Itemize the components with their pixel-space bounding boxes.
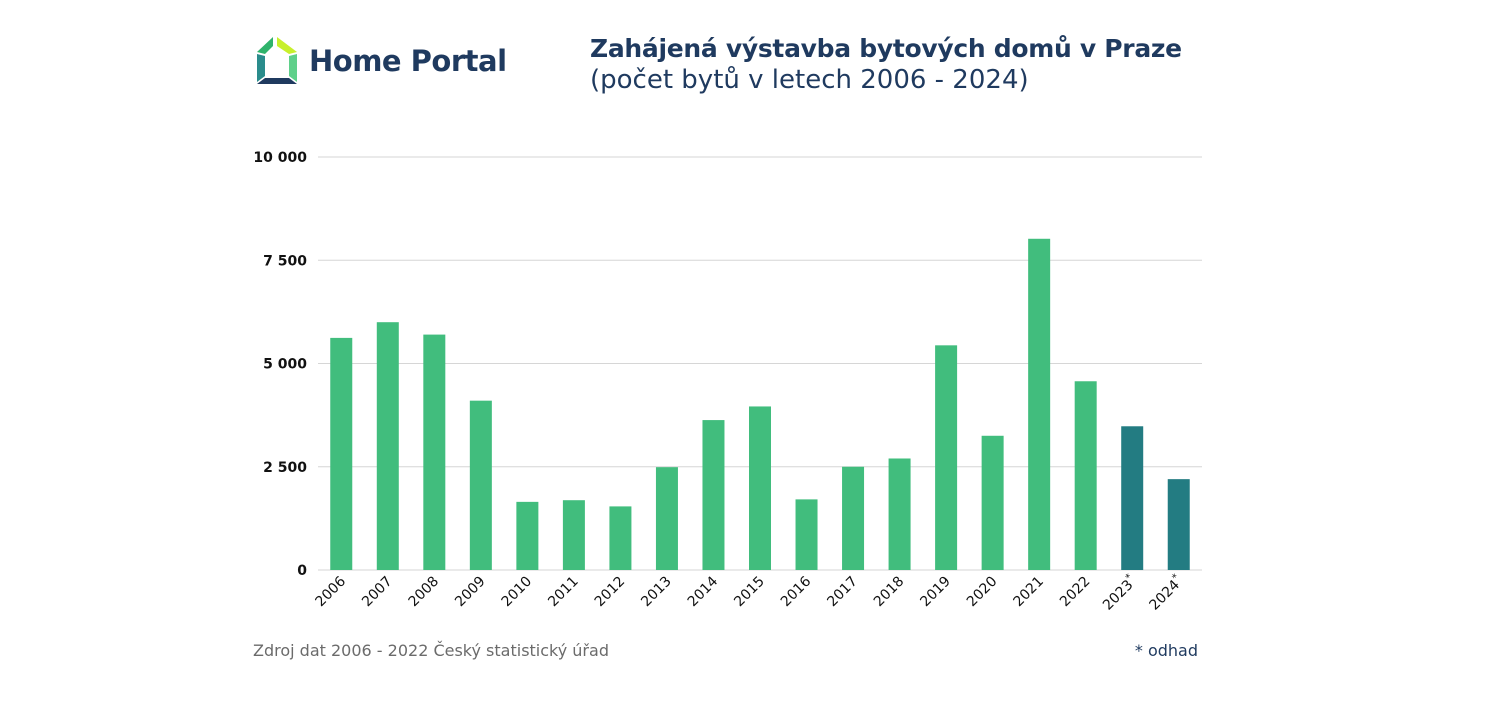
x-tick-label-2016: 2016 bbox=[778, 573, 815, 610]
bar-2014 bbox=[702, 420, 725, 570]
y-tick-label: 5 000 bbox=[263, 357, 307, 373]
bar-2007 bbox=[376, 322, 399, 570]
y-tick-label: 10 000 bbox=[253, 150, 307, 166]
bar-2024 bbox=[1167, 479, 1190, 570]
chart-title: Zahájená výstavba bytových domů v Praze bbox=[590, 34, 1182, 63]
bar-2011 bbox=[562, 500, 585, 570]
home-logo-icon bbox=[257, 37, 297, 84]
bar-2009 bbox=[469, 400, 492, 570]
bar-2021 bbox=[1028, 238, 1051, 571]
x-tick-label-2013: 2013 bbox=[638, 574, 675, 611]
estimate-note: * odhad bbox=[1134, 641, 1198, 660]
x-tick-label-2021: 2021 bbox=[1010, 574, 1047, 611]
x-tick-label-2023: 2023* bbox=[1099, 572, 1140, 613]
bar-2017 bbox=[842, 466, 865, 570]
y-tick-label: 2 500 bbox=[263, 460, 307, 476]
y-tick-label: 7 500 bbox=[263, 253, 307, 269]
bar-2013 bbox=[655, 467, 678, 570]
x-tick-label-2007: 2007 bbox=[359, 574, 396, 611]
bar-2022 bbox=[1074, 381, 1097, 570]
x-tick-label-2011: 2011 bbox=[545, 574, 582, 611]
estimate-marker: * bbox=[1124, 572, 1135, 583]
x-tick-label-2014: 2014 bbox=[685, 573, 722, 610]
x-tick-label-2017: 2017 bbox=[824, 574, 861, 611]
bar-2010 bbox=[516, 501, 539, 570]
bar-2016 bbox=[795, 499, 818, 570]
chart-subtitle: (počet bytů v letech 2006 - 2024) bbox=[590, 65, 1029, 95]
x-tick-label-2008: 2008 bbox=[406, 574, 443, 611]
x-tick-label-2015: 2015 bbox=[731, 574, 768, 611]
bar-2012 bbox=[609, 506, 632, 570]
x-tick-label-2010: 2010 bbox=[499, 574, 536, 611]
x-tick-label-2006: 2006 bbox=[313, 573, 350, 610]
x-tick-label-2022: 2022 bbox=[1057, 574, 1094, 611]
bar-2019 bbox=[935, 345, 958, 570]
bar-2006 bbox=[330, 337, 353, 570]
x-tick-label-2018: 2018 bbox=[871, 574, 908, 611]
bar-2018 bbox=[888, 458, 911, 570]
logo: Home Portal bbox=[255, 36, 507, 86]
x-tick-label-2009: 2009 bbox=[452, 574, 489, 611]
bar-2008 bbox=[423, 334, 446, 570]
x-tick-label-2024: 2024* bbox=[1145, 572, 1186, 613]
estimate-marker: * bbox=[1170, 572, 1181, 583]
y-tick-label: 0 bbox=[297, 563, 307, 579]
bar-2015 bbox=[749, 406, 771, 570]
header: Zahájená výstavba bytových domů v Praze … bbox=[590, 34, 1182, 95]
bar-2020 bbox=[981, 435, 1004, 570]
data-source-note: Zdroj dat 2006 - 2022 Český statistický … bbox=[253, 641, 609, 660]
bar-2023 bbox=[1121, 426, 1144, 570]
x-tick-label-2020: 2020 bbox=[964, 574, 1001, 611]
logo-text: Home Portal bbox=[309, 44, 507, 78]
x-tick-label-2019: 2019 bbox=[917, 574, 954, 611]
x-tick-label-2012: 2012 bbox=[592, 574, 629, 611]
